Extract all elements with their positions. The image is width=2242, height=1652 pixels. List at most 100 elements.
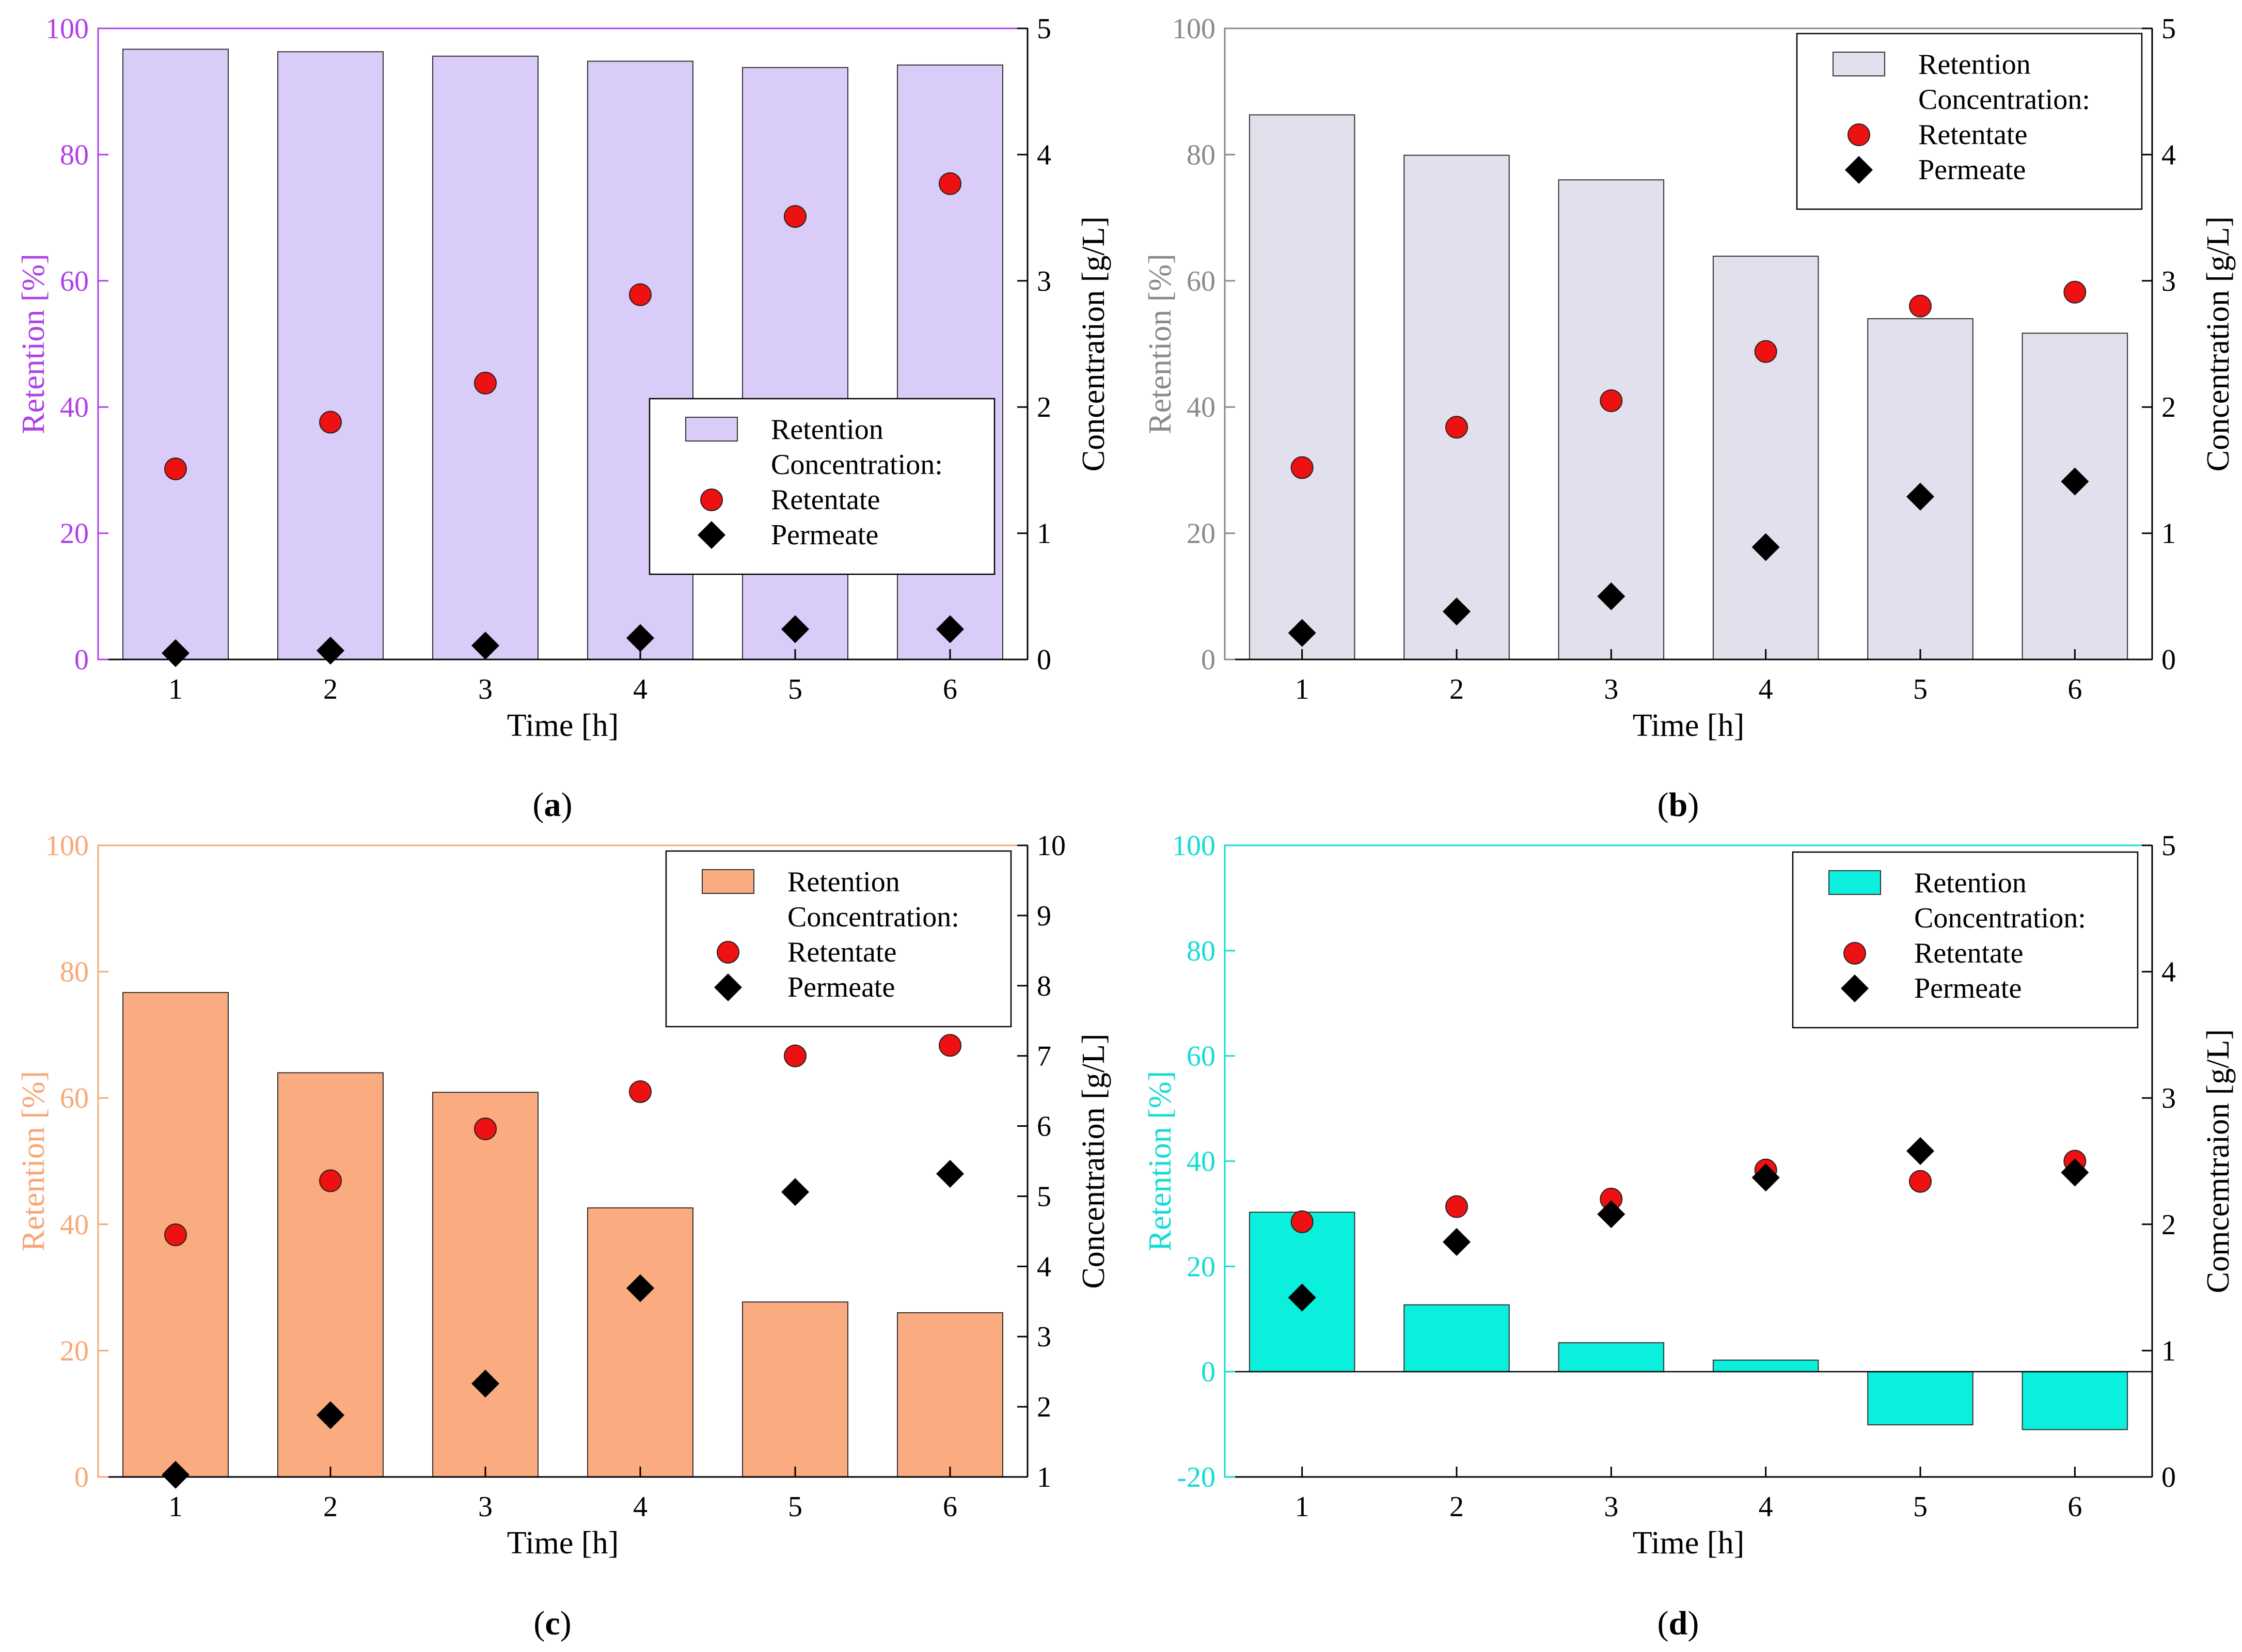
legend-entry: Concentration: — [771, 449, 943, 481]
retentate-point-c-2 — [319, 1169, 342, 1192]
left-tick-label: 0 — [74, 1461, 89, 1493]
x-tick-label: 6 — [2067, 673, 2082, 705]
bar-c-6 — [897, 1312, 1003, 1478]
x-tick-label: 3 — [1604, 673, 1618, 705]
left-tick-label: 0 — [1201, 1356, 1215, 1388]
permeate-point-b-4 — [1751, 533, 1780, 561]
legend-bar-swatch — [702, 869, 754, 894]
bar-b-4 — [1712, 256, 1819, 660]
permeate-point-c-2 — [317, 1401, 344, 1429]
retentate-point-b-6 — [2063, 280, 2087, 304]
panel-caption: (a) — [533, 786, 573, 824]
left-tick-label: 40 — [1187, 391, 1215, 423]
caption-open-paren: ( — [1657, 1604, 1669, 1642]
x-tick-label: 6 — [943, 1491, 957, 1523]
left-tick-label: 40 — [1187, 1146, 1215, 1178]
left-tick-label: 100 — [1172, 830, 1215, 862]
bar-d-5 — [1867, 1371, 1973, 1426]
right-tick-label: 5 — [2161, 13, 2176, 45]
retentate-point-a-5 — [784, 205, 807, 228]
right-tick-label: 1 — [2161, 518, 2176, 550]
bar-b-3 — [1558, 179, 1665, 660]
panel-c: 0 20 40 60 80 100 1 2 3 4 5 6 7 8 9 10 1 2 3 4 5 6 Time [h] Ret… — [16, 830, 1111, 1642]
left-tick-label: 20 — [1187, 518, 1215, 550]
right-axis-title: Concentration [g/L] — [1076, 216, 1111, 471]
right-tick-label: 3 — [1037, 1321, 1051, 1353]
legend-entry: Concentration: — [1918, 84, 2090, 116]
x-tick-label: 1 — [168, 1491, 183, 1523]
retentate-point-b-1 — [1290, 456, 1314, 479]
left-tick-label: 20 — [60, 518, 89, 550]
left-tick-label: 0 — [1201, 644, 1215, 676]
retentate-point-d-1 — [1290, 1210, 1314, 1233]
left-tick-label: 80 — [60, 956, 89, 988]
left-tick-label: -20 — [1177, 1461, 1215, 1493]
retentate-point-a-6 — [939, 172, 961, 195]
right-tick-label: 10 — [1037, 830, 1066, 862]
left-axis-title: Retention [%] — [16, 1071, 51, 1252]
x-tick-label: 5 — [1913, 673, 1928, 705]
right-tick-label: 2 — [1037, 391, 1051, 423]
caption-open-paren: ( — [533, 1604, 545, 1642]
retentate-point-d-5 — [1909, 1170, 1932, 1193]
bar-c-3 — [432, 1092, 539, 1478]
caption-letter: d — [1669, 1604, 1688, 1642]
legend-retentate-symbol — [717, 941, 739, 964]
legend-bar-swatch — [1828, 870, 1881, 895]
left-tick-label: 40 — [60, 1209, 89, 1241]
permeate-point-b-2 — [1443, 597, 1471, 626]
legend-retentate-symbol — [1848, 123, 1870, 146]
permeate-point-d-6 — [2061, 1158, 2089, 1187]
right-tick-label: 5 — [1037, 1181, 1051, 1213]
right-tick-label: 3 — [1037, 265, 1051, 297]
right-tick-label: 4 — [1037, 139, 1051, 171]
legend-permeate-symbol — [1841, 974, 1869, 1002]
left-tick-label: 20 — [1187, 1251, 1215, 1283]
permeate-point-c-5 — [781, 1178, 809, 1206]
legend-entry: Concentration: — [787, 901, 959, 933]
x-tick-label: 3 — [1604, 1491, 1618, 1523]
retentate-point-a-3 — [474, 371, 497, 395]
x-tick-label: 2 — [323, 1491, 338, 1523]
bar-b-1 — [1249, 114, 1355, 660]
left-tick-label: 60 — [60, 1082, 89, 1114]
right-tick-label: 8 — [1037, 970, 1051, 1002]
permeate-point-d-5 — [1906, 1137, 1934, 1165]
panel-d: -20 0 20 40 60 80 100 0 1 2 3 4 5 1 2 3 4 5 6 Time [h] Reten… — [1143, 830, 2236, 1642]
legend-retentate-symbol — [700, 489, 723, 511]
x-tick-label: 3 — [478, 1491, 493, 1523]
right-tick-label: 4 — [2161, 956, 2176, 988]
caption-open-paren: ( — [533, 786, 544, 824]
left-axis-title: Retention [%] — [16, 254, 51, 434]
retentate-point-c-6 — [939, 1034, 961, 1057]
legend-entry: Retentate — [771, 484, 880, 516]
permeate-point-a-6 — [936, 615, 964, 643]
x-tick-label: 2 — [1449, 1491, 1464, 1523]
bar-a-3 — [432, 55, 539, 660]
legend-bar-swatch — [1833, 52, 1885, 76]
bar-d-3 — [1558, 1342, 1665, 1373]
x-axis-title: Time [h] — [1633, 708, 1744, 743]
caption-close-paren: ) — [1687, 1604, 1699, 1642]
permeate-point-a-1 — [162, 639, 190, 667]
left-tick-label: 20 — [60, 1335, 89, 1367]
panel-b: 0 20 40 60 80 100 0 1 2 3 4 5 1 2 3 4 5 6 Time [h] Retentio… — [1143, 13, 2236, 824]
x-tick-label: 5 — [788, 1491, 802, 1523]
x-axis-title: Time [h] — [1633, 1525, 1744, 1561]
bar-b-2 — [1403, 154, 1510, 660]
retentate-point-c-1 — [164, 1223, 187, 1247]
legend-entry: Permeate — [787, 971, 895, 1003]
retentate-point-d-2 — [1445, 1195, 1468, 1218]
panel-caption: (d) — [1657, 1604, 1699, 1642]
caption-close-paren: ) — [561, 786, 573, 824]
x-tick-label: 1 — [168, 673, 183, 705]
panel-caption: (b) — [1657, 786, 1699, 824]
permeate-point-c-3 — [471, 1370, 499, 1398]
legend-permeate-symbol — [698, 521, 725, 549]
left-tick-label: 0 — [74, 644, 89, 676]
legend-entry: Retention — [771, 414, 883, 446]
left-tick-label: 100 — [45, 830, 89, 862]
permeate-point-b-3 — [1597, 582, 1625, 610]
